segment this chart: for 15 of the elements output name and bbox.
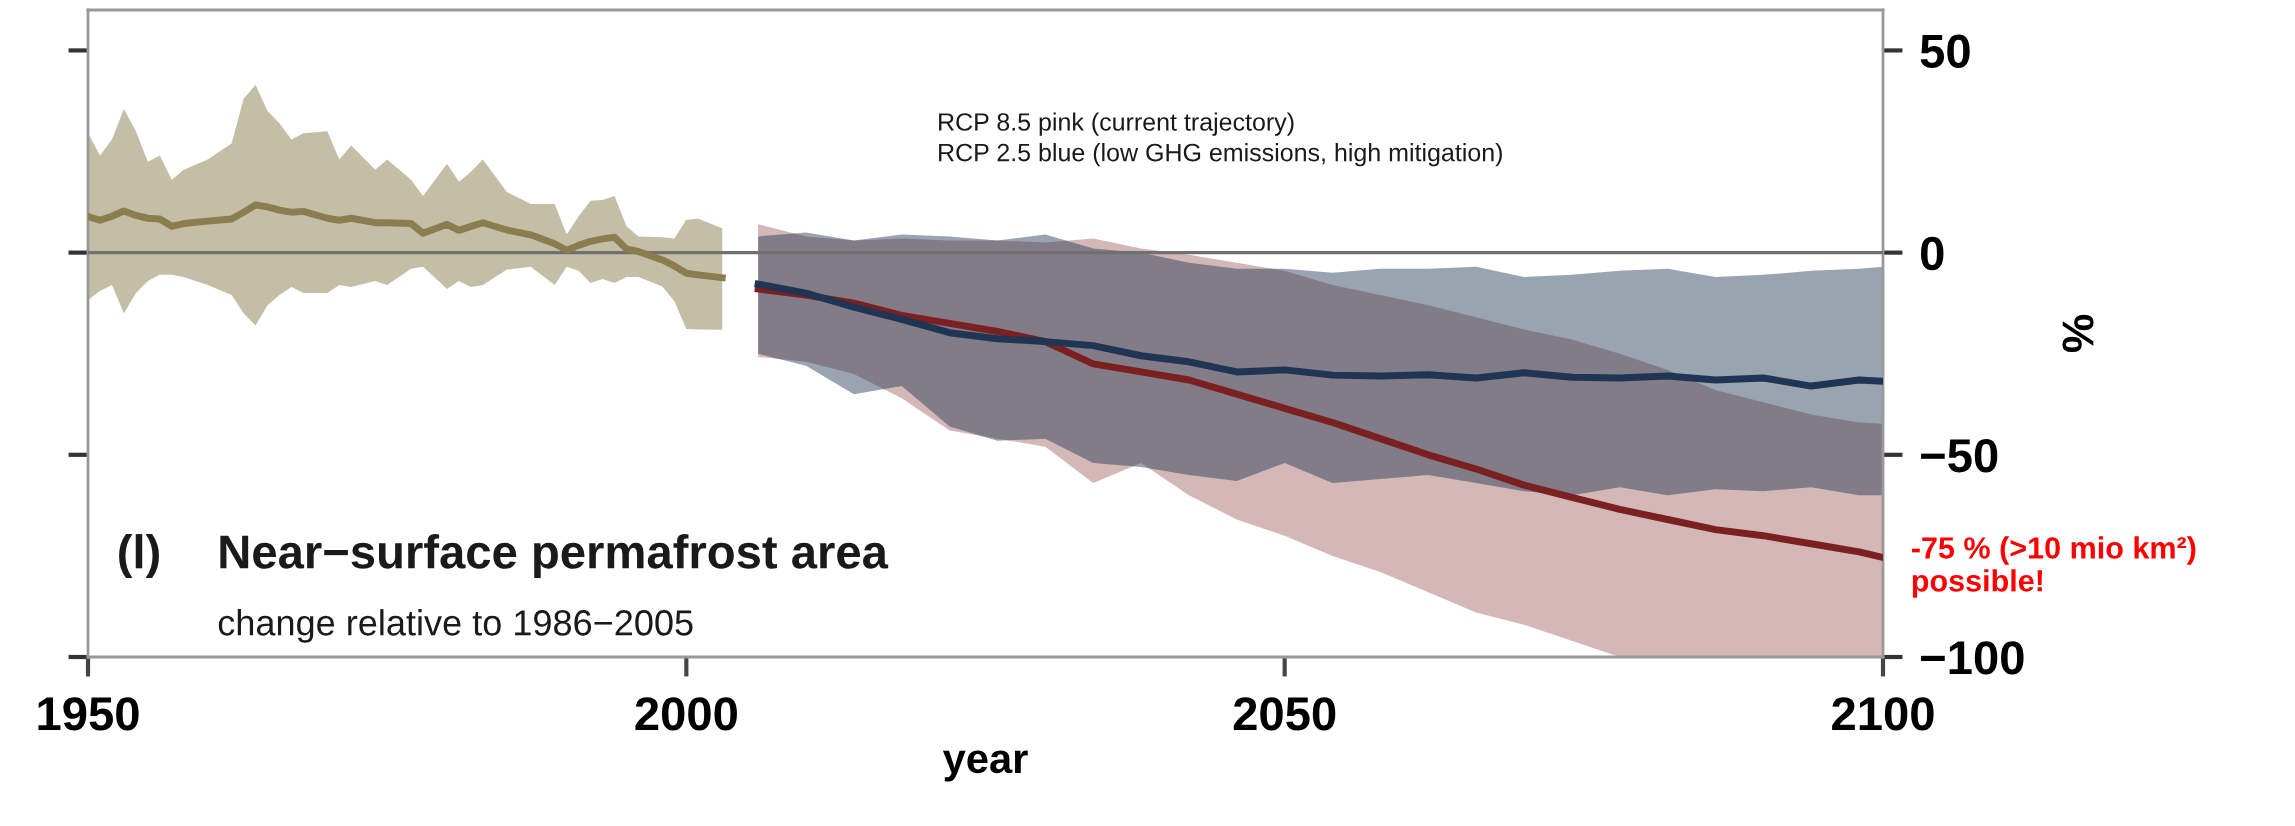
- x-tick-label: 1950: [38, 697, 139, 731]
- annotation: RCP 8.5 pink (current trajectory) RCP 2.5 blue (low GHG emissions, high mitigation): [939, 112, 1502, 167]
- y-tick-label: −50: [1921, 438, 1998, 473]
- x-tick-label: 2050: [1233, 697, 1336, 731]
- y-tick-label: 0: [1920, 236, 1944, 271]
- annotation: (l): [119, 534, 159, 579]
- x-tick-label: 2100: [1832, 697, 1934, 731]
- text: change relative to 1986−2005: [218, 609, 693, 643]
- y-tick-label: −100: [1921, 641, 2024, 675]
- annotation: -75 % (>10 mio km²) possible!: [1911, 536, 2196, 598]
- x-axis-title: year: [942, 750, 1028, 782]
- text: Near−surface permafrost area: [220, 534, 889, 579]
- x-tick-label: 2000: [635, 697, 737, 731]
- y-tick-label: 50: [1920, 34, 1970, 69]
- y-axis-title: %: [2062, 314, 2094, 353]
